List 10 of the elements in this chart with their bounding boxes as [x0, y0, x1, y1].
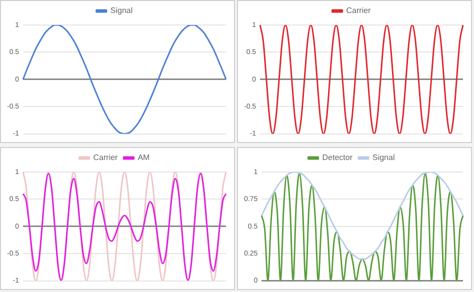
- legend-label: Detector: [322, 153, 353, 162]
- legend-label: AM: [138, 153, 150, 162]
- line-series: [260, 172, 464, 260]
- legend-label: Signal: [372, 153, 395, 162]
- line-series: [259, 25, 464, 134]
- legend-label: Carrier: [346, 6, 372, 16]
- legend-label: Carrier: [93, 153, 118, 162]
- line-series: [22, 25, 227, 134]
- legend-label: Signal: [110, 6, 133, 16]
- line-series: [260, 172, 464, 281]
